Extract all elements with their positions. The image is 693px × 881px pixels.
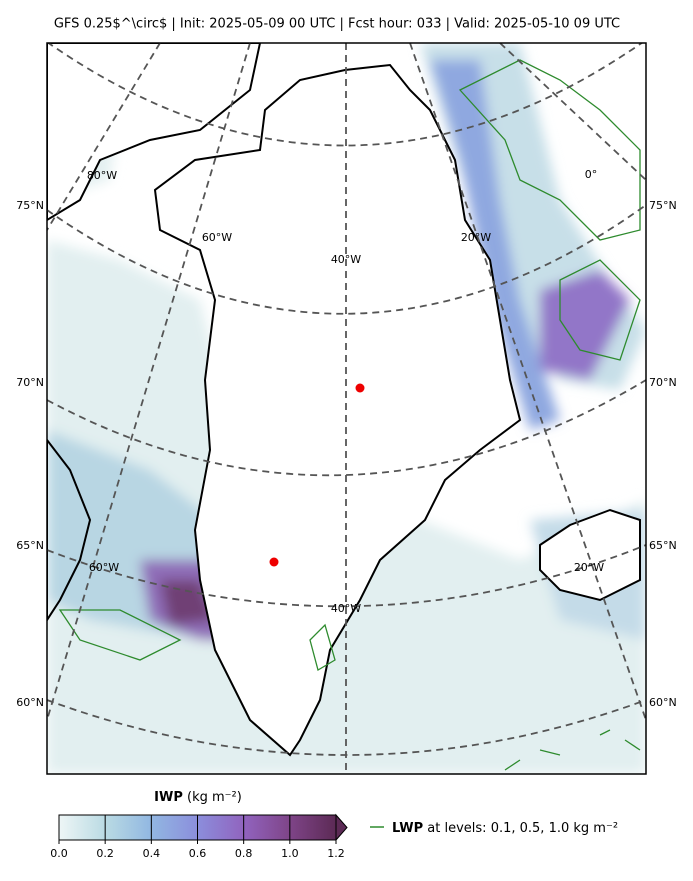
colorbar-ticks: 0.0 0.2 0.4 0.6 0.8 1.0 1.2: [50, 815, 345, 860]
colorbar-label-name: IWP: [154, 790, 183, 805]
map-labels: 75°N 75°N 70°N 70°N 65°N 65°N 60°N 60°N 80°W 60°W…: [16, 168, 676, 709]
lat-label: 75°N: [16, 199, 44, 212]
legend-text: at levels: 0.1, 0.5, 1.0 kg m⁻²: [427, 821, 618, 836]
lat-label: 70°N: [16, 376, 44, 389]
map: [47, 43, 646, 774]
marker: [355, 383, 365, 393]
marker: [269, 557, 279, 567]
lon-label: 20°W: [461, 231, 491, 244]
lat-label: 65°N: [649, 539, 677, 552]
colorbar-tick-label: 0.4: [143, 847, 161, 860]
colorbar-tick-label: 0.0: [50, 847, 68, 860]
colorbar-label: IWP (kg m⁻²): [154, 790, 242, 805]
lon-label: 20°W: [574, 561, 604, 574]
lon-label: 40°W: [331, 253, 361, 266]
lon-label: 0°: [585, 168, 598, 181]
lwp-contours: [58, 59, 641, 771]
lat-label: 70°N: [649, 376, 677, 389]
map-frame: [46, 42, 647, 775]
lat-label: 60°N: [16, 696, 44, 709]
colorbar-tick-label: 0.6: [189, 847, 207, 860]
legend-name: LWP: [392, 821, 423, 836]
colorbar-tick-label: 1.0: [281, 847, 299, 860]
coastline: [47, 43, 641, 757]
lon-label: 80°W: [87, 169, 117, 182]
lon-label: 40°W: [331, 602, 361, 615]
colorbar-label-units: (kg m⁻²): [187, 790, 242, 805]
graticule: [47, 43, 646, 774]
legend-entry: LWP at levels: 0.1, 0.5, 1.0 kg m⁻²: [392, 821, 618, 836]
lat-label: 65°N: [16, 539, 44, 552]
colorbar-extend: [335, 813, 348, 842]
colorbar-tick-label: 0.2: [96, 847, 114, 860]
lon-label: 60°W: [89, 561, 119, 574]
lat-label: 75°N: [649, 199, 677, 212]
lat-label: 60°N: [649, 696, 677, 709]
lon-label: 60°W: [202, 231, 232, 244]
colorbar-tick-label: 1.2: [327, 847, 345, 860]
colorbar-tick-label: 0.8: [235, 847, 253, 860]
title: GFS 0.25$^\circ$ | Init: 2025-05-09 00 U…: [54, 17, 620, 32]
